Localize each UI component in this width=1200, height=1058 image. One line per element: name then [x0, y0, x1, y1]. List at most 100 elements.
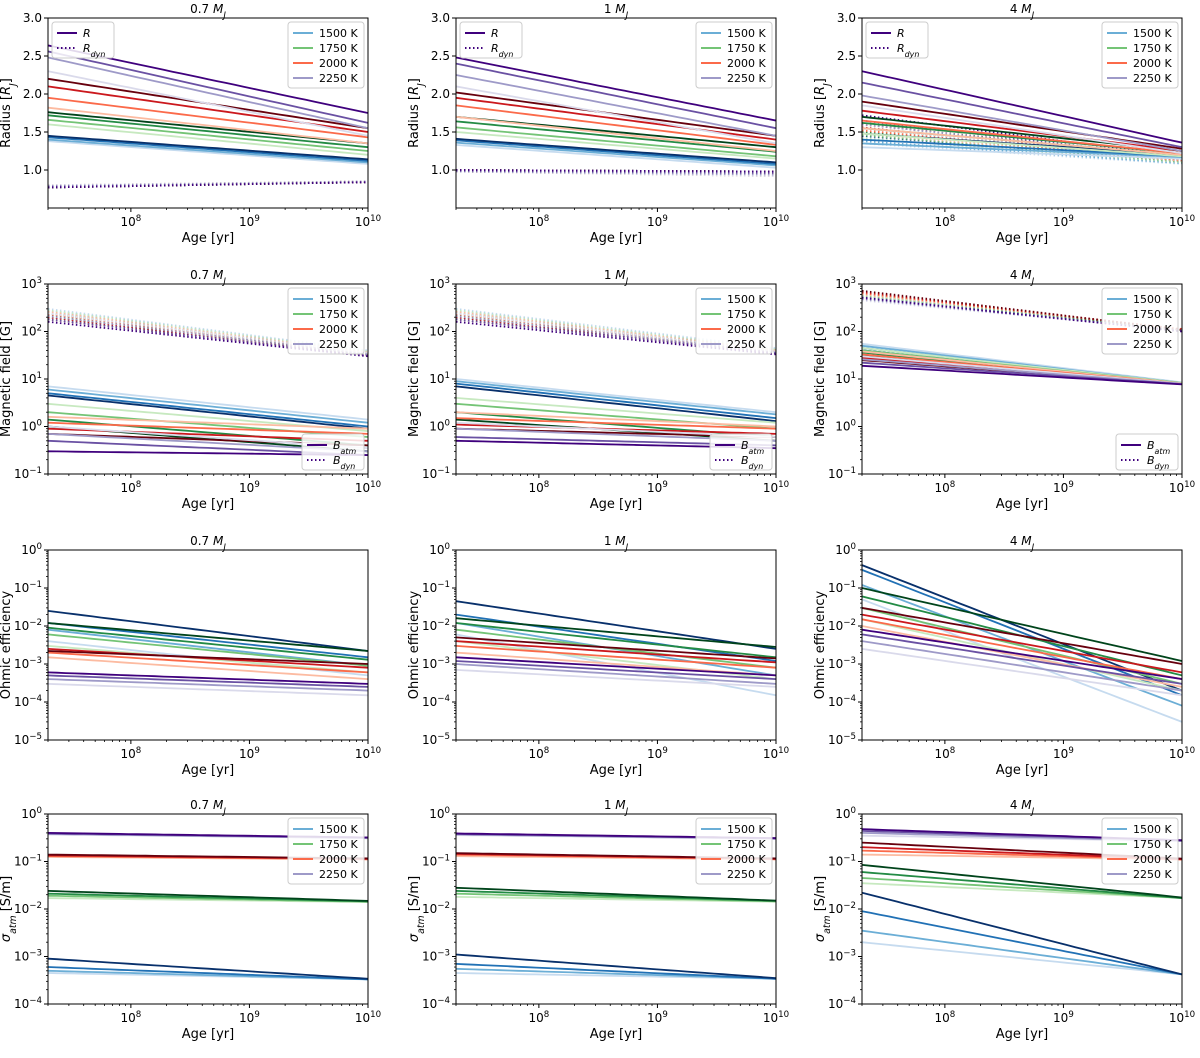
panel-r0c1: 1 MJ 1.0 1.5 2.0 2.5 3.0 108 109 1010 Age [yr] Rad…: [407, 2, 789, 246]
series-solid-2250K-3: [456, 660, 776, 680]
series-solid-1750K-3: [456, 622, 776, 659]
legend-label: 1750 K: [319, 308, 358, 321]
y-axis-label: Radius [RJ]: [407, 78, 427, 148]
series-solid-2250K-1: [456, 669, 776, 688]
series-solid-2000K-2: [456, 417, 776, 430]
x-tick-label: 109: [647, 746, 668, 761]
legend-label: Bdyn: [741, 454, 763, 471]
legend-label: Bdyn: [1147, 454, 1169, 471]
curves: [48, 610, 368, 697]
series-solid-2250K-2: [456, 663, 776, 685]
axes-frame: [861, 549, 1183, 741]
style-legend: R Rdyn: [459, 21, 523, 59]
x-tick-label: 108: [934, 214, 955, 229]
y-tick-label: 10−3: [14, 949, 42, 964]
y-tick-label: 10−4: [828, 694, 856, 709]
curves: [862, 564, 1182, 723]
y-tick-label: 100: [835, 419, 856, 434]
y-tick-label: 10−1: [14, 466, 42, 481]
y-tick-label: 10−5: [828, 732, 856, 747]
legend-label: Rdyn: [491, 42, 513, 59]
style-legend: R Rdyn: [51, 21, 115, 59]
legend-label: 2000 K: [319, 853, 358, 866]
y-tick-label: 2.5: [23, 49, 42, 63]
panel-r2c0: 0.7 MJ 10−5 10−4 10−3 10−2 10−1 100 108 109 1010 A…: [0, 534, 381, 778]
x-axis-label: Age [yr]: [590, 231, 642, 246]
series-solid-1750K-4: [456, 617, 776, 648]
series-solid-2250K-4: [456, 656, 776, 677]
curves: [456, 600, 776, 697]
y-axis-label: σatm [S/m]: [813, 876, 833, 942]
x-axis-label: Age [yr]: [590, 763, 642, 778]
y-tick-label: 10−5: [422, 732, 450, 747]
series-solid-1500K-1: [862, 146, 1182, 160]
panel-r1c0: 0.7 MJ 10−1 100 101 102 103 108 109 1010 Age [yr]…: [0, 268, 381, 512]
y-tick-label: 102: [835, 324, 856, 339]
series-solid-1500K-2: [456, 380, 776, 416]
series-solid-2250K-3: [456, 62, 776, 130]
series-solid-2250K-2: [862, 640, 1182, 692]
legend-label: 1500 K: [727, 823, 766, 836]
y-tick-label: 10−1: [828, 580, 856, 595]
legend-label: 2250 K: [319, 338, 358, 351]
x-ticks: 108 109 1010: [455, 740, 789, 761]
x-tick-label: 109: [647, 214, 668, 229]
legend-label: 1750 K: [1133, 308, 1172, 321]
legend-label: 1500 K: [1133, 293, 1172, 306]
legend-label: 1750 K: [727, 308, 766, 321]
series-solid-1500K-4: [456, 385, 776, 422]
panel-title: 1 MJ: [604, 798, 629, 817]
legend-label: Rdyn: [897, 42, 919, 59]
series-solid-2250K-4: [48, 671, 368, 685]
legend-label: 1500 K: [319, 823, 358, 836]
y-tick-label: 10−2: [14, 618, 42, 633]
series-solid-1500K-3: [456, 382, 776, 419]
panel-title: 0.7 MJ: [190, 2, 226, 21]
series-solid-1750K-3: [48, 114, 368, 149]
x-tick-label: 109: [1053, 746, 1074, 761]
panel-r2c1: 1 MJ 10−5 10−4 10−3 10−2 10−1 100 108 109 1010 Age…: [407, 534, 789, 778]
y-tick-label: 10−4: [14, 996, 42, 1011]
y-tick-label: 10−5: [14, 732, 42, 747]
y-tick-label: 100: [835, 542, 856, 557]
series-solid-2250K-3: [48, 674, 368, 688]
y-tick-label: 100: [21, 806, 42, 821]
y-axis-label: Magnetic field [G]: [0, 321, 14, 437]
x-tick-label: 1010: [355, 480, 381, 495]
y-tick-label: 100: [429, 419, 450, 434]
x-tick-label: 109: [1053, 214, 1074, 229]
series-solid-2250K-3: [862, 633, 1182, 685]
y-tick-label: 10−3: [828, 949, 856, 964]
x-ticks: 108 109 1010: [455, 1004, 789, 1025]
x-tick-label: 108: [528, 746, 549, 761]
panel-title: 0.7 MJ: [190, 798, 226, 817]
series-solid-2250K-4: [862, 628, 1182, 680]
series-solid-1750K-4: [862, 864, 1182, 899]
x-axis-label: Age [yr]: [996, 497, 1048, 512]
series-solid-2250K-3: [48, 50, 368, 124]
series-dotted-2250K-4: [48, 181, 368, 189]
series-solid-2000K-1: [48, 106, 368, 145]
x-tick-label: 1010: [763, 214, 789, 229]
x-ticks: 108 109 1010: [47, 208, 381, 229]
series-solid-1500K-4: [862, 891, 1182, 976]
x-tick-label: 1010: [1169, 480, 1195, 495]
legend-label: 2000 K: [727, 853, 766, 866]
x-axis-label: Age [yr]: [590, 1027, 642, 1042]
panel-title: 1 MJ: [604, 268, 629, 287]
panel-title: 0.7 MJ: [190, 268, 226, 287]
x-axis-label: Age [yr]: [996, 763, 1048, 778]
legend-label: 1500 K: [727, 293, 766, 306]
panel-title: 1 MJ: [604, 2, 629, 21]
panel-title: 0.7 MJ: [190, 534, 226, 553]
legend-label: Rdyn: [83, 42, 105, 59]
series-solid-2250K-4: [862, 70, 1182, 144]
series-solid-1750K-2: [862, 877, 1182, 899]
x-tick-label: 108: [120, 746, 141, 761]
series-solid-2250K-2: [48, 678, 368, 692]
legend-label: 1750 K: [1133, 42, 1172, 55]
y-tick-label: 102: [429, 324, 450, 339]
series-solid-1500K-2: [48, 388, 368, 424]
y-tick-label: 3.0: [23, 11, 42, 25]
x-tick-label: 108: [120, 480, 141, 495]
